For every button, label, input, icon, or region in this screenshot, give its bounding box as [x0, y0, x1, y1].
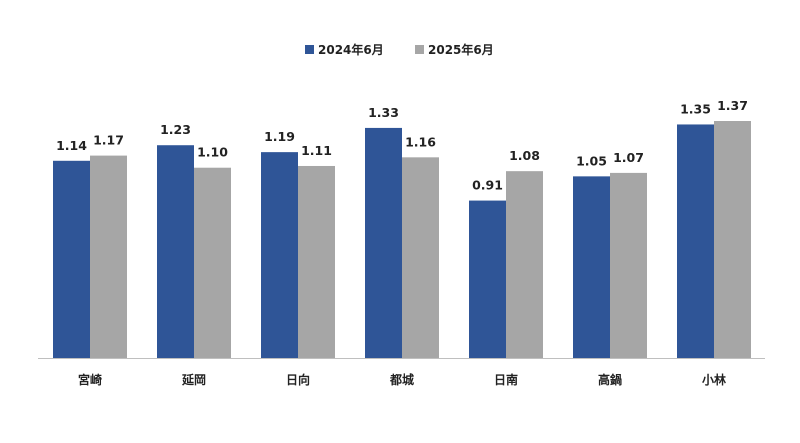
value-labels-group: 1.14 1.17 1.23 1.10 1.19 1.11 1.33 1.16 0.91 1.08… — [56, 98, 748, 193]
value-label-2-1: 1.17 — [93, 133, 124, 148]
category-label-1: 宮崎 — [78, 372, 102, 387]
bar-1-7 — [677, 124, 714, 358]
bar-1-6 — [573, 176, 610, 358]
bar-2-7 — [714, 121, 751, 358]
value-label-1-5: 0.91 — [472, 178, 503, 193]
value-label-2-4: 1.16 — [405, 134, 436, 149]
value-label-2-2: 1.10 — [197, 145, 228, 160]
category-label-4: 都城 — [389, 372, 414, 387]
bar-1-2 — [157, 145, 194, 358]
value-label-1-7: 1.35 — [680, 101, 711, 116]
bar-2-2 — [194, 167, 231, 358]
category-label-7: 小林 — [702, 372, 726, 387]
legend-swatch-2 — [415, 45, 424, 54]
legend-label-1: 2024年6月 — [318, 42, 384, 57]
bar-2-5 — [506, 171, 543, 358]
category-label-6: 高鍋 — [598, 372, 622, 387]
value-label-1-2: 1.23 — [160, 122, 191, 137]
bar-2-4 — [402, 157, 439, 358]
legend-swatch-1 — [305, 45, 314, 54]
bar-2-6 — [610, 172, 647, 358]
category-label-3: 日向 — [286, 372, 310, 387]
bar-1-3 — [261, 152, 298, 358]
value-label-2-7: 1.37 — [717, 98, 748, 113]
value-label-1-4: 1.33 — [368, 105, 399, 120]
value-label-2-6: 1.07 — [613, 150, 644, 165]
bar-2-1 — [90, 155, 127, 358]
value-label-1-1: 1.14 — [56, 138, 87, 153]
value-label-1-6: 1.05 — [576, 153, 607, 168]
category-labels-group: 宮崎 延岡 日向 都城 日南 高鍋 小林 — [78, 372, 726, 387]
bar-1-1 — [53, 160, 90, 358]
legend-label-2: 2025年6月 — [428, 42, 494, 57]
value-label-2-3: 1.11 — [301, 143, 332, 158]
value-label-1-3: 1.19 — [264, 129, 295, 144]
category-label-2: 延岡 — [181, 372, 206, 387]
category-label-5: 日南 — [494, 372, 518, 387]
value-label-2-5: 1.08 — [509, 148, 540, 163]
bar-1-4 — [365, 127, 402, 358]
legend: 2024年6月 2025年6月 — [305, 42, 494, 57]
bar-1-5 — [469, 200, 506, 358]
bar-2-3 — [298, 165, 335, 358]
bars-group — [53, 121, 751, 358]
